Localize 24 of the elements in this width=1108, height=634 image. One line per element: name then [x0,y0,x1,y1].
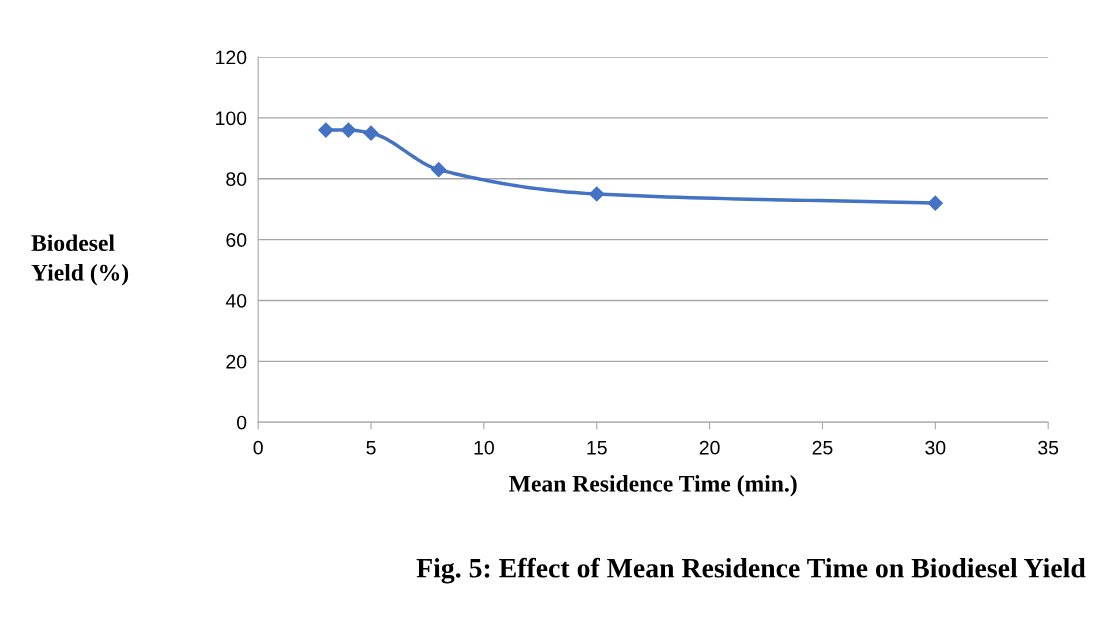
x-tick-label: 15 [587,441,607,455]
point [927,195,943,211]
x-tick-label: 5 [366,441,376,455]
x-tick-label: 20 [699,440,720,455]
y-tick-label: 100 [216,111,247,126]
x-tick-label: 35 [1038,440,1059,455]
y-tick-label: 80 [226,172,247,187]
point [340,122,357,138]
x-axis-title: Mean Residence Time (min.) [509,475,797,497]
y-tick-label: 40 [225,293,247,308]
x-tick-label: 25 [812,440,833,455]
y-axis-title: Biodesel Yield (%) [31,234,129,286]
y-tick-label: 60 [226,233,247,247]
point [363,125,379,141]
point [589,186,605,202]
point [318,122,334,138]
y-tick-label: 120 [216,50,247,65]
caption: Fig. 5: Effect of Mean Residence Time on Biodiesel Yield [416,557,1086,584]
y-tick-label: 0 [237,415,247,430]
x-tick-label: 10 [474,440,494,455]
x-tick-label: 0 [253,440,263,455]
point [431,162,447,178]
y-tick-label: 20 [226,354,247,369]
x-tick-label: 30 [925,440,946,455]
